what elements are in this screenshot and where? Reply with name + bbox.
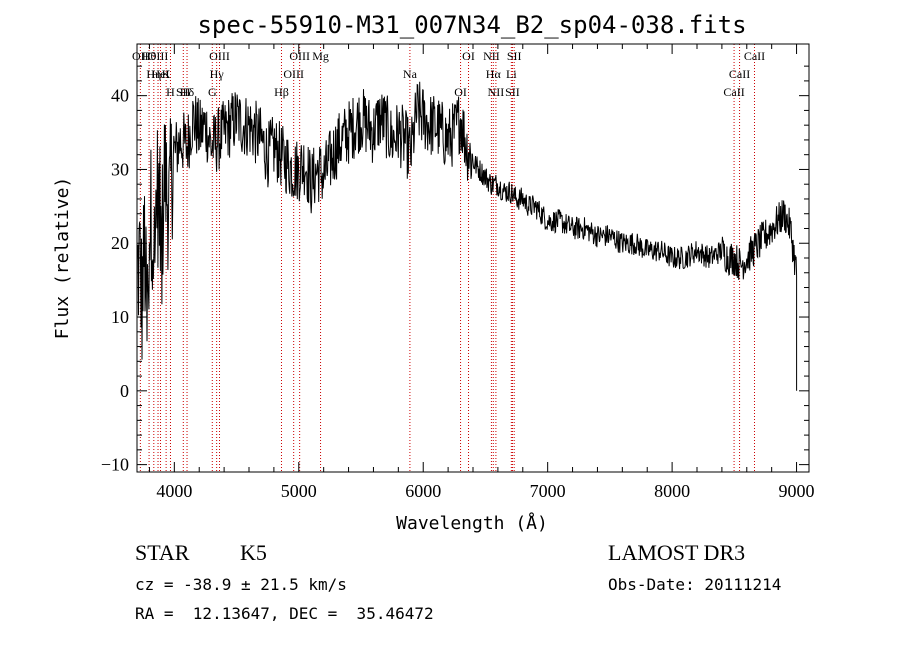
emission-line-label: Na	[403, 67, 418, 81]
emission-line-label: Hθ	[142, 49, 157, 63]
redshift-text: cz = -38.9 ± 21.5 km/s	[135, 575, 347, 594]
axis-ticks: 4000 5000 6000 7000 8000 9000 −10 0 10 20 30 40	[101, 44, 815, 501]
emission-line-label: OII	[132, 49, 149, 63]
emission-line-label: H	[166, 85, 175, 99]
classification-text: STAR	[135, 540, 190, 565]
emission-line-label: Hβ	[274, 85, 289, 99]
y-tick-label: 0	[120, 381, 129, 401]
x-axis-label: Wavelength (Å)	[396, 512, 548, 534]
subclass-text: K5	[240, 540, 267, 565]
y-tick-label: 10	[111, 307, 129, 327]
chart-title: spec-55910-M31_007N34_B2_sp04-038.fits	[197, 11, 746, 39]
emission-line-label: OIII	[283, 67, 304, 81]
y-axis-label: Flux (relative)	[52, 177, 73, 340]
emission-line-label: SII	[507, 49, 522, 63]
emission-line-label: OIII	[289, 49, 310, 63]
x-tick-label: 6000	[405, 481, 441, 501]
emission-line-label: Hγ	[210, 67, 225, 81]
y-tick-label: −10	[101, 455, 129, 475]
emission-line-label: G	[208, 85, 217, 99]
survey-text: LAMOST DR3	[608, 540, 746, 565]
emission-line-label: CaII	[744, 49, 765, 63]
emission-line-label: CaII	[723, 85, 744, 99]
emission-line-label: NII	[483, 49, 500, 63]
emission-line-label: Mg	[312, 49, 329, 63]
emission-line-label: SII	[505, 85, 520, 99]
emission-line-label: Hη	[146, 67, 161, 81]
emission-line-label: CaII	[729, 67, 750, 81]
emission-line-label: K	[162, 67, 171, 81]
emission-line-label: HeI	[152, 67, 170, 81]
x-tick-label: 7000	[530, 481, 566, 501]
emission-line-label: Li	[506, 67, 517, 81]
emission-line-label: SII	[176, 85, 191, 99]
y-tick-label: 40	[111, 86, 129, 106]
y-tick-label: 30	[111, 159, 129, 179]
x-tick-label: 9000	[779, 481, 815, 501]
spectrum-line	[136, 81, 798, 391]
coordinates-text: RA = 12.13647, DEC = 35.46472	[135, 604, 434, 623]
x-tick-label: 5000	[281, 481, 317, 501]
emission-line-label: OIII	[148, 49, 169, 63]
emission-line-label: OIII	[209, 49, 230, 63]
emission-line-label: NII	[488, 85, 505, 99]
y-tick-label: 20	[111, 233, 129, 253]
emission-line-label: Hδ	[180, 85, 195, 99]
emission-line-label: OI	[454, 85, 467, 99]
emission-line-label: Hα	[486, 67, 502, 81]
x-tick-label: 4000	[156, 481, 192, 501]
obs-date-text: Obs-Date: 20111214	[608, 575, 782, 594]
x-tick-label: 8000	[654, 481, 690, 501]
emission-line-label: OI	[462, 49, 475, 63]
